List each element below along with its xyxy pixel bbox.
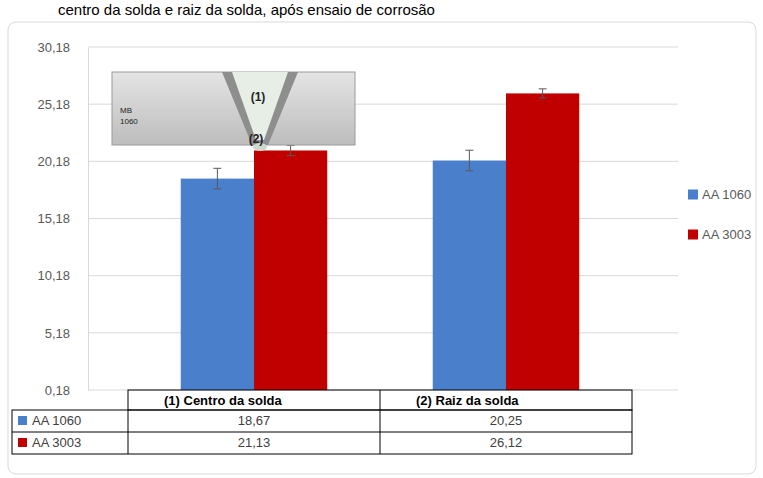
inset-plate [112, 72, 355, 145]
y-tick-label: 20,18 [37, 154, 70, 169]
bar [433, 161, 506, 390]
y-tick-label: 15,18 [37, 211, 70, 226]
y-tick-label: 25,18 [37, 97, 70, 112]
error-bar [465, 150, 473, 171]
title: centro da solda e raiz da solda, após en… [58, 1, 435, 18]
error-bar-cap [465, 170, 473, 171]
error-bar [539, 89, 547, 98]
inset-label: (2) [249, 132, 264, 146]
y-tick-label: 10,18 [37, 268, 70, 283]
error-bar [287, 145, 295, 155]
bar [506, 93, 579, 390]
inset-label: MB [120, 106, 132, 115]
error-bar-cap [213, 168, 221, 169]
table-value: 18,67 [238, 413, 271, 428]
error-bar-stem [469, 150, 470, 171]
error-bar-cap [213, 188, 221, 189]
inset-groove [222, 72, 298, 145]
inset-label: (1) [251, 90, 266, 104]
grid-line [88, 161, 678, 162]
legend-key [688, 190, 698, 200]
grid-line [88, 218, 678, 219]
y-tick: 10,18 [37, 268, 88, 283]
table-legend-key [18, 416, 27, 425]
table-row-label: AA 1060 [32, 413, 81, 428]
y-axis: 0,18 5,18 10,18 15,18 20,18 25,18 30,18 [37, 40, 88, 398]
table-rule [12, 432, 632, 433]
grid-line [88, 332, 678, 333]
y-tick: 5,18 [45, 325, 88, 340]
y-tick: 15,18 [37, 211, 88, 226]
legend-key [688, 230, 698, 240]
y-tick-label: 30,18 [37, 40, 70, 55]
table-value: 26,12 [490, 435, 523, 450]
bar [181, 179, 254, 390]
legend-label: AA 3003 [702, 227, 751, 242]
grid [88, 47, 678, 390]
inset-label: 1060 [120, 117, 138, 126]
table-rule [380, 390, 381, 454]
chart-frame [8, 22, 756, 474]
legend: AA 1060 AA 3003 [688, 187, 751, 242]
x-tick-label: (2) Raiz da solda [416, 393, 519, 408]
table-row-label: AA 3003 [32, 435, 81, 450]
bar [254, 150, 327, 390]
table-value: 20,25 [490, 413, 523, 428]
grid-line [88, 275, 678, 276]
grid-line [88, 47, 678, 48]
error-bar [213, 168, 221, 189]
error-bar-stem [217, 168, 218, 189]
y-tick: 20,18 [37, 154, 88, 169]
inset-weld [232, 72, 288, 140]
chart: centro da solda e raiz da solda, após en… [0, 0, 763, 478]
legend-label: AA 1060 [702, 187, 751, 202]
y-axis-line [88, 48, 89, 391]
error-bar-stem [290, 145, 291, 155]
table-value: 21,13 [238, 435, 271, 450]
inset-diagram: MB 1060 (1) (2) [112, 72, 355, 151]
error-bar-cap [465, 150, 473, 151]
data-table: (1) Centro da solda (2) Raiz da solda AA 1… [12, 390, 632, 454]
error-bar-cap [539, 88, 547, 89]
y-tick-label: 5,18 [45, 325, 70, 340]
y-tick-label: 0,18 [45, 383, 70, 398]
error-bar-cap [539, 97, 547, 98]
table-body-frame [12, 410, 632, 454]
y-tick: 25,18 [37, 97, 88, 112]
y-tick: 30,18 [37, 40, 88, 55]
error-bar-stem [542, 89, 543, 98]
y-tick: 0,18 [45, 383, 88, 398]
x-tick-label: (1) Centro da solda [164, 393, 283, 408]
table-legend-key [18, 438, 27, 447]
error-bar-cap [287, 155, 295, 156]
